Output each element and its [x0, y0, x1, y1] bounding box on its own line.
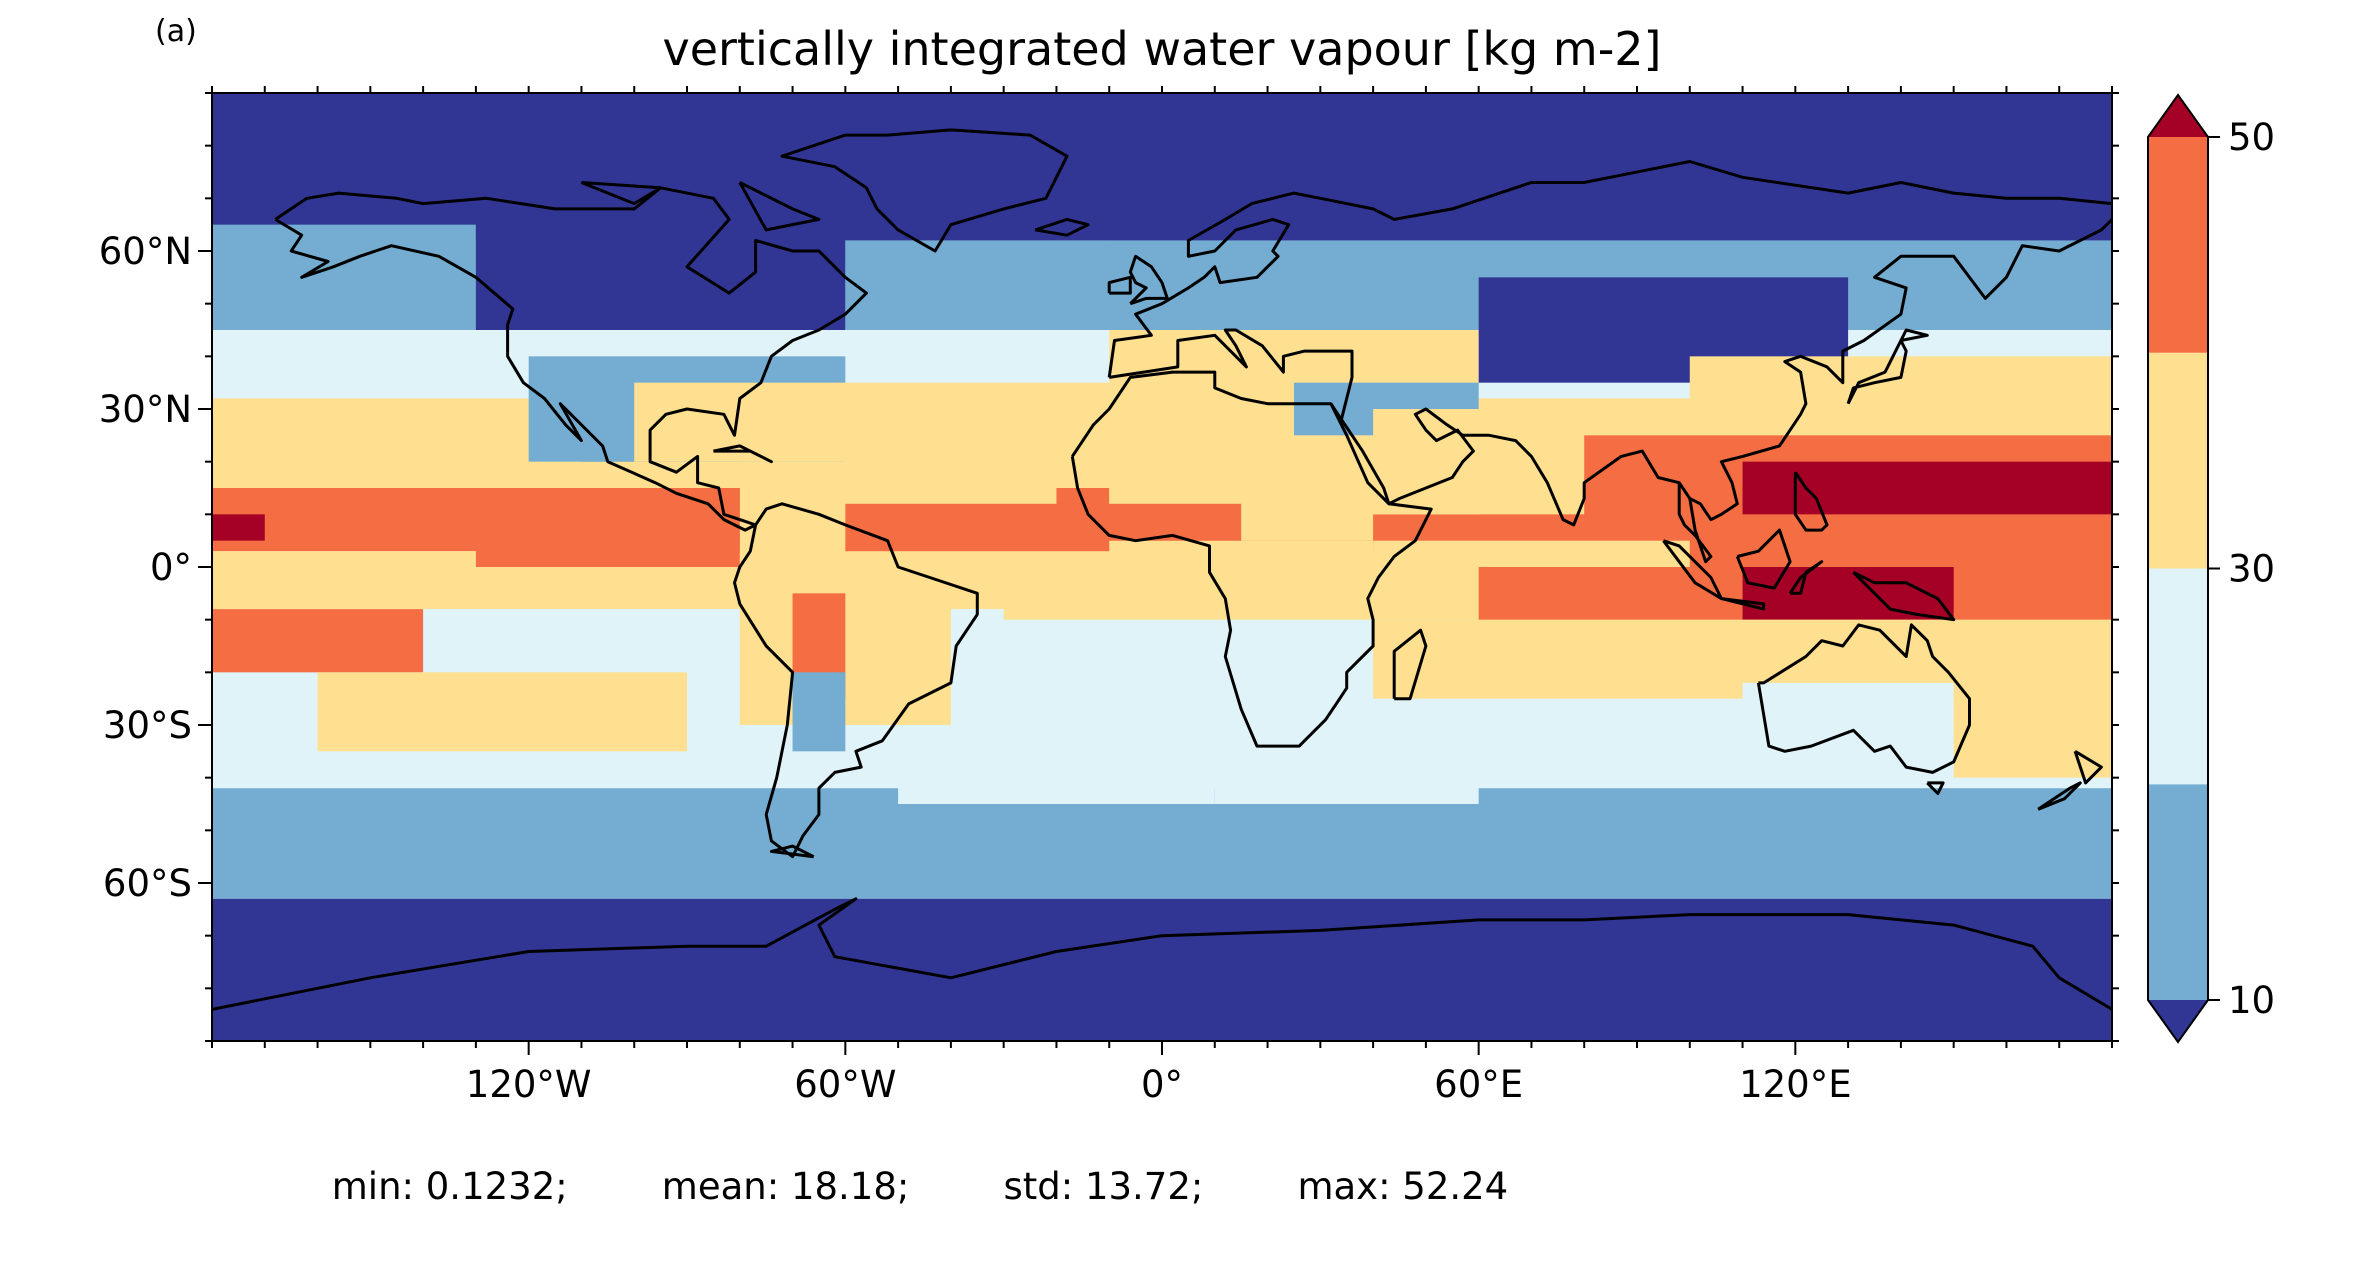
longitude-axis: 120°W 60°W 0° 60°E 120°E: [211, 86, 2113, 1106]
field-patch: [845, 240, 1110, 330]
lat-tick-label: 60°S: [103, 862, 192, 905]
colorbar-tick-label: 30: [2228, 548, 2275, 591]
coastline: [1107, 160, 2112, 378]
map-title: vertically integrated water vapour [kg m…: [662, 22, 1662, 76]
field-patch: [1003, 540, 1374, 620]
coastline: [1788, 560, 1824, 595]
field-patch: [212, 609, 424, 673]
max-value: 52.24: [1402, 1165, 1509, 1208]
coastline: [1735, 528, 1792, 590]
mean-label: mean:: [661, 1165, 780, 1208]
coastline: [1107, 275, 1132, 295]
colorbar-tick-label: 10: [2228, 979, 2275, 1022]
colorbar-segment: [2148, 568, 2208, 785]
coastline: [733, 502, 979, 859]
lat-tick-label: 30°S: [103, 704, 192, 747]
coastline: [738, 181, 821, 232]
coastlines: [212, 128, 2112, 1011]
coastline: [1677, 482, 1713, 564]
latitude-axis: 60°N 30°N 0° 30°S 60°S: [99, 92, 2119, 1042]
coastline: [1846, 328, 1929, 405]
lon-tick-label: 60°E: [1434, 1063, 1523, 1106]
coastline: [1662, 539, 1723, 601]
coastline: [1852, 570, 1956, 622]
colorbar-extend-max: [2148, 95, 2208, 137]
lat-tick-label: 60°N: [99, 230, 192, 273]
field-patch: [898, 751, 1215, 804]
min-label: min:: [331, 1165, 414, 1208]
field-patch: [1056, 672, 1321, 725]
colorbar-tick-label: 50: [2228, 116, 2275, 159]
field-patch: [792, 672, 846, 752]
colorbar: 50 30 10: [2147, 93, 2275, 1044]
max-label: max:: [1297, 1165, 1391, 1208]
coastline: [1108, 328, 1354, 420]
coastline: [2073, 750, 2103, 785]
min-value: 0.1232;: [425, 1165, 568, 1208]
field-patch: [1742, 461, 2112, 515]
lon-tick-label: 60°W: [794, 1063, 896, 1106]
field-band: [212, 788, 2112, 899]
colorbar-segment: [2148, 352, 2208, 569]
coastline: [1793, 471, 1829, 532]
coastline: [1329, 218, 2112, 527]
panel-label: (a): [155, 14, 197, 49]
field-patch: [1214, 725, 1479, 804]
coastline: [1070, 370, 1433, 748]
field-patch: [1056, 503, 1242, 541]
coastline: [780, 128, 1069, 253]
statistics-line: min: 0.1232; mean: 18.18; std: 13.72; ma…: [0, 1165, 1840, 1208]
field-patch: [1742, 567, 1954, 620]
coastline: [1756, 623, 1971, 774]
std-label: std:: [1003, 1165, 1074, 1208]
coastline: [580, 181, 663, 206]
lon-tick-label: 120°W: [466, 1063, 592, 1106]
field-patch: [1953, 672, 2112, 778]
coastline: [769, 844, 815, 859]
coastline: [1034, 217, 1090, 237]
coastline: [2037, 781, 2082, 811]
std-value: 13.72;: [1084, 1165, 1204, 1208]
water-vapour-field: [212, 93, 2112, 1041]
coastline: [1392, 628, 1428, 701]
field-patch: [1742, 682, 1954, 752]
colorbar-segment: [2148, 784, 2208, 1000]
coastline: [1926, 781, 1945, 795]
field-patch: [475, 187, 846, 330]
colorbar-segment: [2148, 137, 2208, 353]
field-patch: [212, 514, 265, 541]
lon-tick-label: 0°: [1141, 1063, 1183, 1106]
lat-tick-label: 30°N: [99, 388, 192, 431]
coastline: [1128, 254, 1169, 306]
mean-value: 18.18;: [790, 1165, 910, 1208]
field-patch: [1689, 356, 2112, 420]
field-patch: [634, 382, 1110, 462]
field-band: [212, 898, 2112, 1041]
coastline: [274, 186, 868, 532]
colorbar-extend-min: [2148, 1000, 2208, 1042]
lat-tick-label: 0°: [150, 546, 192, 589]
coastline: [1721, 597, 1766, 611]
coastline: [212, 897, 2112, 1011]
field-patch: [317, 672, 687, 752]
lon-tick-label: 120°E: [1739, 1063, 1852, 1106]
coastline: [713, 444, 773, 464]
field-patch: [739, 593, 951, 725]
field-patch: [212, 409, 318, 462]
